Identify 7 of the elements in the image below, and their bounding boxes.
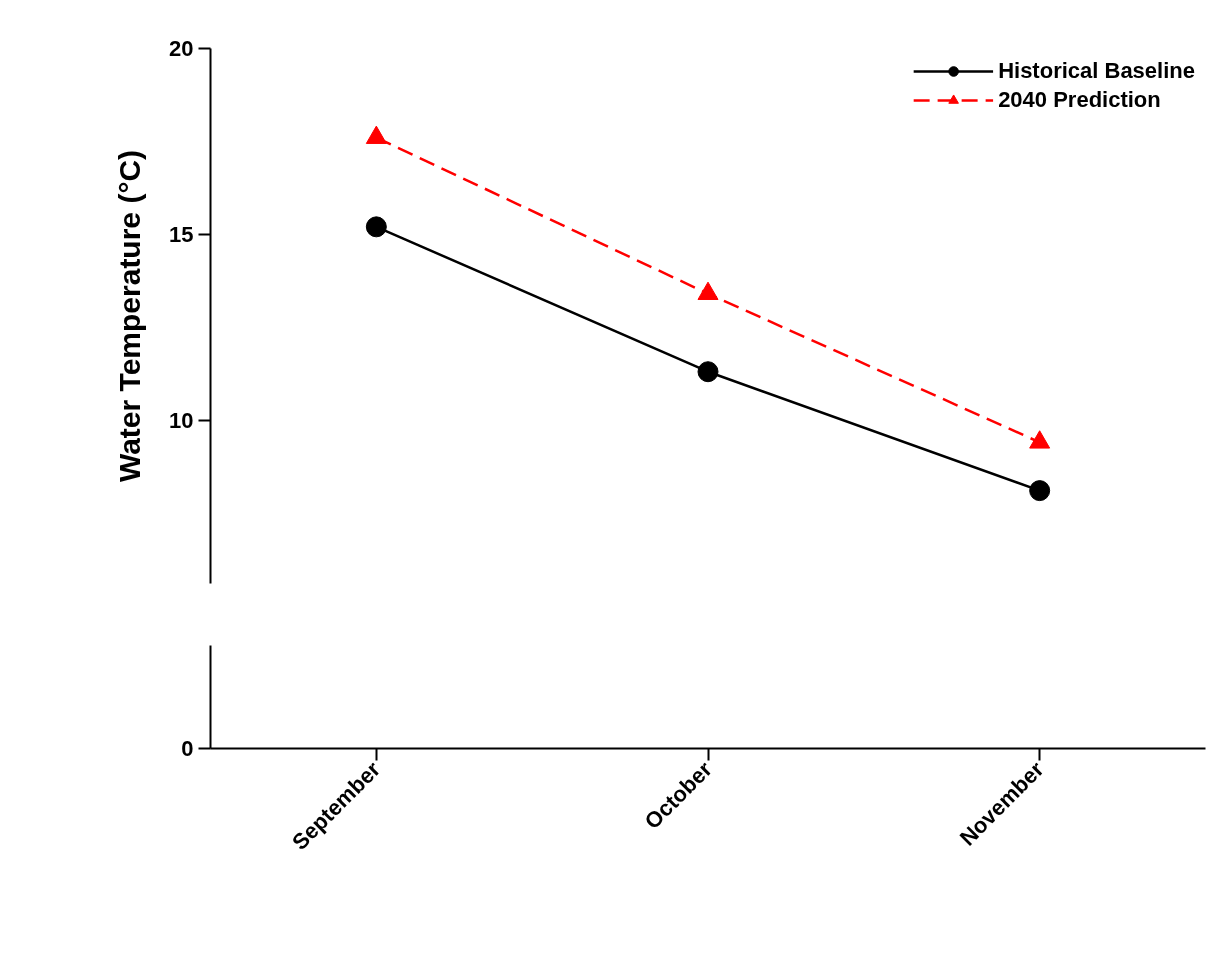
legend-label: 2040 Prediction bbox=[998, 87, 1161, 113]
y-tick-label: 10 bbox=[169, 407, 194, 433]
legend-label: Historical Baseline bbox=[998, 58, 1195, 84]
y-tick-label: 20 bbox=[169, 36, 194, 61]
text: 0 bbox=[181, 736, 194, 761]
y-axis-title: Water Temperature (°C) bbox=[113, 149, 147, 483]
y-tick-label: 15 bbox=[169, 221, 194, 247]
